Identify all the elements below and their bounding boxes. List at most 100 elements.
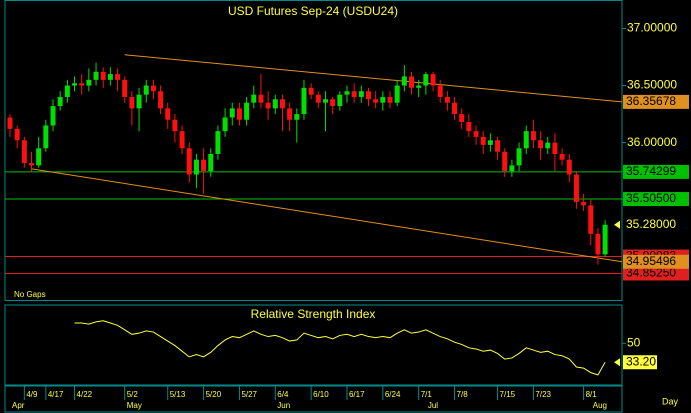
candle-body (93, 71, 99, 80)
candle-body (394, 85, 400, 103)
candle-body (437, 85, 443, 97)
month-label: Aug (593, 401, 607, 410)
candle-body (452, 102, 458, 115)
x-tick-label: 4/9 (26, 390, 38, 399)
candle-body (358, 91, 364, 97)
price-label: 34.95496 (626, 254, 676, 268)
candle-body (79, 83, 85, 86)
candle-body (272, 99, 278, 109)
candle-body (251, 94, 257, 103)
candle-body (143, 85, 149, 95)
value-label: 33.20 (626, 354, 656, 368)
candle-body (423, 74, 429, 86)
candle-body (186, 148, 192, 175)
rsi-title: Relative Strength Index (251, 307, 376, 321)
candle-body (308, 87, 314, 95)
candle-body (193, 159, 199, 175)
x-tick-label: 6/4 (277, 390, 289, 399)
x-tick-label: 7/23 (535, 390, 551, 399)
price-label-box (623, 254, 689, 269)
rsi-panel (4, 304, 623, 386)
candle-body (588, 205, 594, 234)
price-label-box (623, 266, 689, 281)
candle-body (179, 131, 185, 149)
x-tick-label: 8/1 (586, 390, 598, 399)
x-tick-label: 5/13 (170, 390, 186, 399)
month-label: Jun (277, 401, 290, 410)
x-tick-label: 7/1 (421, 390, 433, 399)
month-label: May (127, 401, 142, 410)
price-label-box (623, 164, 689, 179)
candle-body (229, 108, 235, 118)
candle-body (387, 96, 393, 103)
candle-body (473, 131, 479, 137)
candle-body (100, 71, 106, 80)
price-label: 35.28000 (626, 217, 676, 231)
candle-body (36, 148, 42, 166)
x-tick-label: 6/17 (349, 390, 365, 399)
candle-body (7, 117, 13, 129)
last-value-arrow (614, 358, 620, 367)
candle-body (64, 85, 70, 97)
candle-body (552, 142, 558, 154)
x-tick-label: 5/27 (241, 390, 257, 399)
x-tick-label: 5/2 (127, 390, 139, 399)
y-tick-label: 36.50000 (627, 78, 677, 92)
candle-body (43, 125, 49, 149)
candle-body (265, 102, 271, 109)
candle-body (122, 79, 128, 97)
candle-body (480, 136, 486, 145)
candle-body (301, 87, 307, 115)
rsi-line (74, 320, 606, 376)
x-tick-label: 6/24 (385, 390, 401, 399)
x-tick-label: 4/17 (48, 390, 64, 399)
x-tick-label: 5/20 (206, 390, 222, 399)
candle-body (416, 85, 422, 88)
candle-body (215, 131, 221, 154)
x-tick-label: 7/15 (500, 390, 516, 399)
candle-body (344, 91, 350, 95)
candle-body (21, 140, 27, 164)
x-tick-label: 7/8 (457, 390, 469, 399)
candle-body (57, 96, 63, 107)
chart-title: USD Futures Sep-24 (USDU24) (228, 4, 398, 18)
candle-body (602, 224, 608, 255)
period-label: Day (662, 396, 679, 406)
candle-body (466, 122, 472, 132)
candle-body (50, 106, 56, 126)
x-tick-label: 4/22 (77, 390, 93, 399)
candle-body (315, 94, 321, 103)
candle-body (29, 163, 35, 166)
y-tick-label: 37.00000 (627, 21, 677, 35)
candle-body (595, 233, 601, 255)
price-label-box (623, 94, 689, 109)
candle-body (150, 85, 156, 92)
candle-body (14, 128, 20, 141)
month-label: Apr (12, 401, 25, 410)
price-label: 36.35678 (626, 94, 676, 108)
y-tick-label: 50 (627, 335, 641, 349)
candle-body (538, 140, 544, 149)
candle-body (337, 94, 343, 107)
candle-body (495, 140, 501, 152)
trendline (31, 168, 623, 263)
candle-body (581, 201, 587, 206)
note: No Gaps (14, 290, 46, 299)
candle-body (158, 91, 164, 109)
candle-body (244, 102, 250, 120)
candle-body (208, 153, 214, 172)
candle-body (573, 174, 579, 202)
candle-body (559, 153, 565, 160)
last-price-arrow (614, 220, 620, 229)
candle-body (373, 99, 379, 103)
candle-body (201, 159, 207, 172)
candle-body (287, 108, 293, 120)
candle-body (172, 119, 178, 132)
candle-body (487, 140, 493, 145)
price-label: 34.85250 (626, 266, 676, 280)
candle-body (129, 96, 135, 109)
candle-body (165, 108, 171, 120)
candle-body (516, 148, 522, 166)
